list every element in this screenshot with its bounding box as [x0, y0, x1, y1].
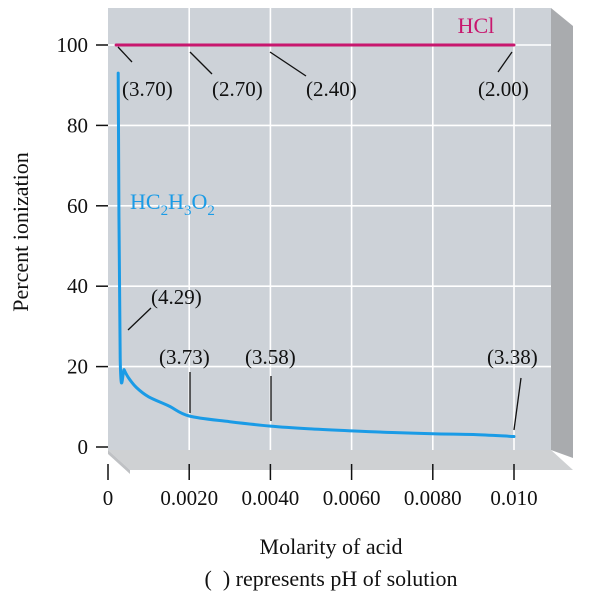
ph-label: (3.70)	[122, 77, 173, 101]
ph-leader-line	[497, 51, 513, 73]
series-label-acetic-acid: HC2H3O2	[130, 189, 215, 219]
ph-label: (2.00)	[478, 77, 529, 101]
series-label-subscript: 3	[184, 203, 192, 219]
y-tick-label: 40	[67, 274, 88, 298]
x-axis: 0 0.0020 0.0040 0.0060 0.0080 0.010	[103, 464, 538, 510]
ph-leader-line	[117, 46, 133, 63]
x-tick-label: 0	[103, 486, 114, 510]
y-tick-label: 60	[67, 194, 88, 218]
series-label-subscript: 2	[207, 203, 215, 219]
y-axis: 0 20 40 60 80 100	[57, 33, 108, 459]
ph-label: (2.70)	[212, 77, 263, 101]
x-tick-label: 0.0040	[242, 486, 300, 510]
ph-annotations: (3.70) (2.70) (2.40) (2.00) (4.29) (3.73) (3.5…	[117, 46, 538, 431]
ph-label: (4.29)	[151, 285, 202, 309]
ph-leader-line	[513, 377, 522, 431]
ph-label: (2.40)	[306, 77, 357, 101]
plot-area	[108, 8, 551, 450]
plot-frame-floor-edge	[108, 450, 130, 474]
x-tick-label: 0.0060	[323, 486, 381, 510]
plot-frame-floor	[108, 450, 573, 470]
y-tick-label: 100	[57, 33, 89, 57]
series-label-hcl: HCl	[458, 13, 495, 38]
series-label-part: H	[168, 189, 184, 214]
ph-label: (3.38)	[487, 345, 538, 369]
ph-leader-line	[269, 51, 307, 77]
x-tick-label: 0.010	[490, 486, 537, 510]
y-tick-label: 80	[67, 113, 88, 137]
ph-leader-line	[127, 307, 152, 331]
chart-footnote: ( ) represents pH of solution	[205, 566, 458, 591]
ph-label: (3.58)	[245, 345, 296, 369]
ph-label: (3.73)	[159, 345, 210, 369]
series-line-1	[116, 71, 516, 438]
y-tick-label: 0	[78, 435, 89, 459]
x-tick-label: 0.0020	[160, 486, 218, 510]
x-axis-title: Molarity of acid	[260, 534, 403, 559]
series-label-part: O	[191, 189, 207, 214]
y-axis-title: Percent ionization	[8, 152, 33, 311]
ph-leader-line	[189, 51, 213, 75]
x-tick-label: 0.0080	[404, 486, 462, 510]
plot-frame-side	[551, 8, 573, 458]
series-label-part: HC	[130, 189, 161, 214]
y-tick-label: 20	[67, 355, 88, 379]
series-label-subscript: 2	[161, 203, 169, 219]
